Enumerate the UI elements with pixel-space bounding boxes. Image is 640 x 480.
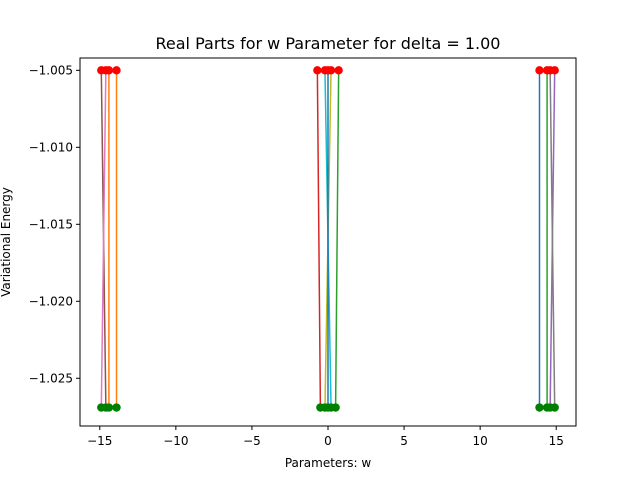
top-point bbox=[313, 66, 322, 75]
series-line bbox=[316, 70, 322, 408]
top-point bbox=[334, 66, 343, 75]
top-point bbox=[542, 66, 552, 75]
x-tick-label: −15 bbox=[87, 434, 112, 448]
series-line bbox=[549, 70, 556, 408]
top-point bbox=[535, 66, 544, 75]
y-tick-label: −1.010 bbox=[29, 140, 73, 154]
bottom-point bbox=[104, 403, 114, 412]
y-axis-label: Variational Energy bbox=[0, 187, 13, 297]
top-point bbox=[112, 66, 121, 75]
bottom-point bbox=[535, 403, 544, 412]
series-line bbox=[100, 70, 107, 408]
x-axis: −15 −10 −5 0 5 10 15 bbox=[87, 426, 564, 448]
y-tick-label: −1.005 bbox=[29, 63, 73, 77]
y-axis: −1.005 −1.010 −1.015 −1.020 −1.025 bbox=[29, 63, 80, 385]
bottom-point bbox=[542, 403, 552, 412]
x-tick-label: 15 bbox=[549, 434, 564, 448]
series-layer bbox=[97, 66, 559, 412]
bottom-point bbox=[550, 403, 559, 412]
x-tick-label: 10 bbox=[473, 434, 488, 448]
x-tick-label: 5 bbox=[400, 434, 408, 448]
top-point bbox=[104, 66, 114, 75]
y-tick-label: −1.015 bbox=[29, 217, 73, 231]
y-tick-label: −1.020 bbox=[29, 294, 73, 308]
chart-title: Real Parts for w Parameter for delta = 1… bbox=[156, 34, 501, 53]
series-0 bbox=[535, 66, 544, 412]
series-12 bbox=[542, 66, 552, 412]
bottom-point bbox=[97, 403, 106, 412]
y-tick-label: −1.025 bbox=[29, 371, 73, 385]
bottom-point bbox=[323, 403, 333, 412]
top-point bbox=[323, 66, 333, 75]
x-axis-label: Parameters: w bbox=[285, 456, 372, 470]
series-line bbox=[334, 70, 340, 408]
series-10 bbox=[323, 66, 333, 412]
series-1 bbox=[112, 66, 121, 412]
bottom-point bbox=[112, 403, 121, 412]
x-tick-label: 0 bbox=[324, 434, 332, 448]
x-tick-label: −5 bbox=[243, 434, 261, 448]
series-11 bbox=[104, 66, 114, 412]
x-tick-label: −10 bbox=[163, 434, 188, 448]
